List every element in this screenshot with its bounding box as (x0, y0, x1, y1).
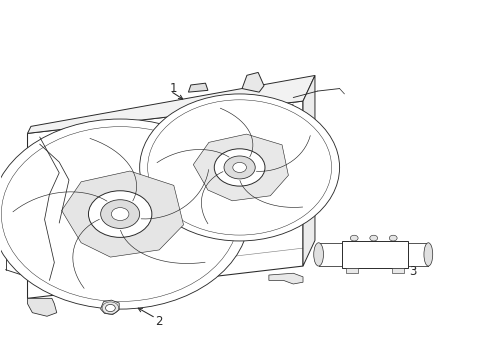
Ellipse shape (214, 149, 264, 186)
Ellipse shape (224, 156, 255, 179)
Ellipse shape (88, 191, 152, 237)
Ellipse shape (140, 94, 339, 241)
Polygon shape (27, 101, 303, 298)
Ellipse shape (0, 119, 249, 309)
Ellipse shape (101, 200, 140, 228)
Ellipse shape (369, 235, 377, 241)
Polygon shape (101, 300, 119, 315)
Polygon shape (193, 134, 288, 201)
Text: 2: 2 (155, 315, 163, 328)
Polygon shape (345, 268, 357, 273)
Ellipse shape (105, 305, 115, 312)
Ellipse shape (313, 243, 323, 266)
Ellipse shape (388, 235, 396, 241)
Ellipse shape (349, 235, 357, 241)
Polygon shape (188, 83, 207, 92)
Text: 3: 3 (408, 265, 416, 278)
Ellipse shape (111, 208, 129, 221)
Polygon shape (27, 298, 57, 316)
Ellipse shape (232, 162, 246, 172)
Ellipse shape (423, 243, 432, 266)
Polygon shape (61, 171, 183, 257)
Polygon shape (242, 72, 264, 92)
Text: 1: 1 (170, 82, 177, 95)
Polygon shape (27, 76, 314, 134)
Polygon shape (391, 268, 403, 273)
Polygon shape (341, 241, 407, 268)
Polygon shape (303, 76, 314, 266)
Polygon shape (268, 273, 303, 284)
